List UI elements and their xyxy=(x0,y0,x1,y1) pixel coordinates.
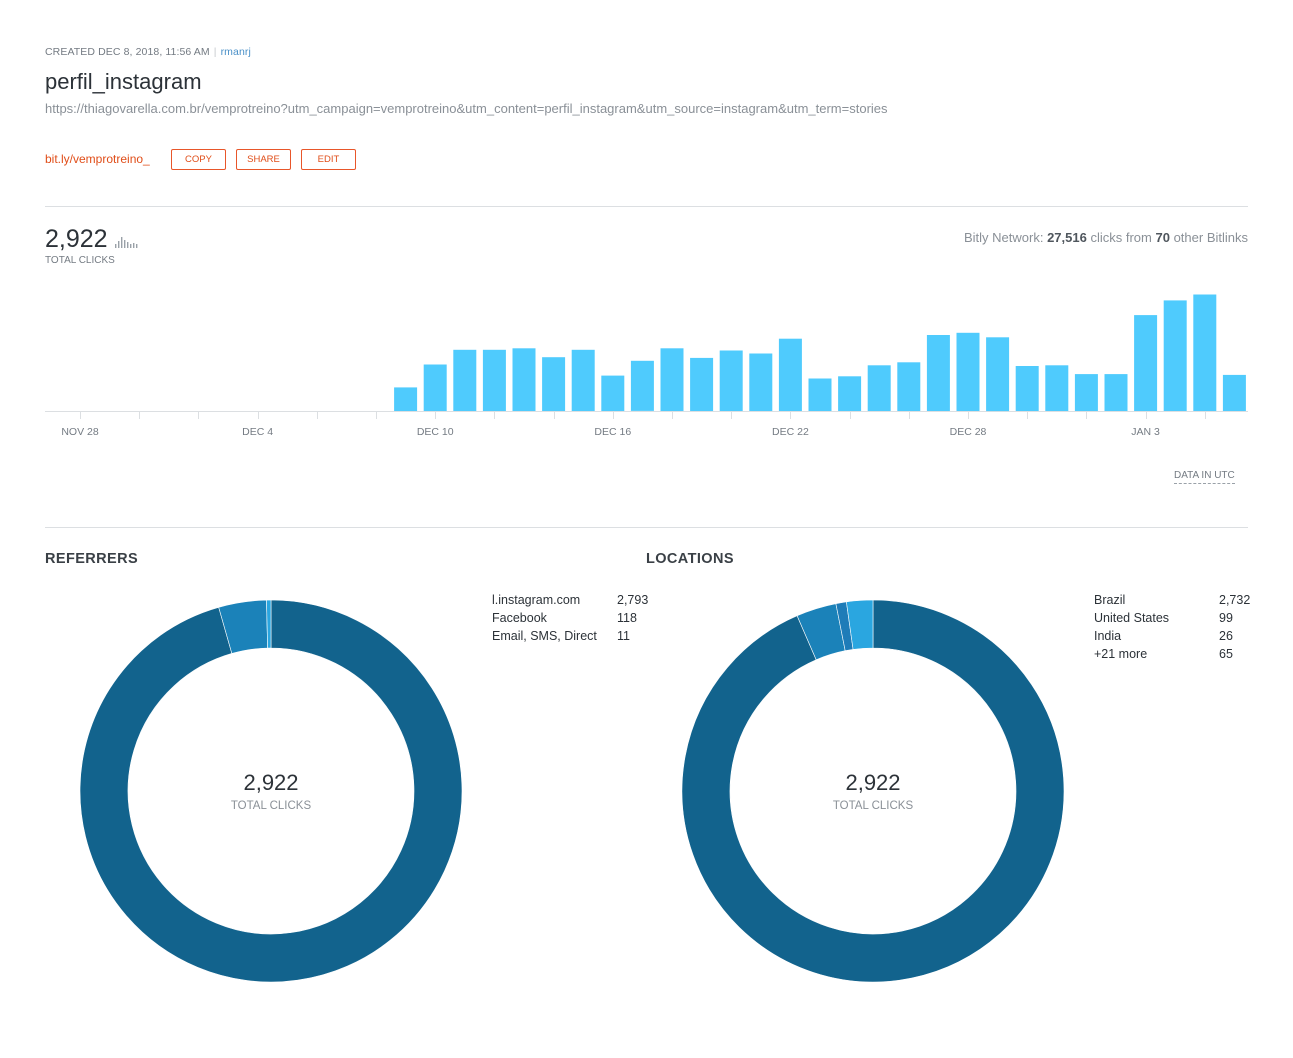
x-tick-label: DEC 4 xyxy=(242,426,273,438)
locations-legend: Brazil 2,732 United States 99 India 26 +21 mor… xyxy=(1094,591,1254,663)
daily-clicks-bar[interactable] xyxy=(571,349,595,411)
created-date: CREATED DEC 8, 2018, 11:56 AM xyxy=(45,46,210,58)
x-tick-label: DEC 16 xyxy=(594,426,631,438)
daily-clicks-bar[interactable] xyxy=(1163,300,1187,411)
x-tick-label: NOV 28 xyxy=(61,426,99,438)
legend-label: Email, SMS, Direct xyxy=(492,629,597,643)
legend-value: 99 xyxy=(1219,611,1233,625)
legend-label: Brazil xyxy=(1094,593,1126,607)
share-button[interactable]: SHARE xyxy=(236,149,291,170)
network-links: 70 xyxy=(1155,230,1170,245)
donut-slice[interactable] xyxy=(80,600,462,982)
daily-clicks-bar[interactable] xyxy=(512,348,536,411)
daily-clicks-bar[interactable] xyxy=(1074,374,1098,411)
referrers-legend: l.instagram.com 2,793 Facebook 118 Email, SM… xyxy=(492,591,662,645)
daily-clicks-bar[interactable] xyxy=(453,349,477,411)
referrers-title: REFERRERS xyxy=(45,551,139,567)
legend-row[interactable]: l.instagram.com 2,793 xyxy=(492,591,662,609)
x-tick-label: JAN 3 xyxy=(1131,426,1160,438)
creator-username[interactable]: rmanrj xyxy=(220,46,251,58)
daily-clicks-bar[interactable] xyxy=(926,335,950,411)
locations-title: LOCATIONS xyxy=(646,551,734,567)
referrers-total: 2,922 xyxy=(243,770,299,795)
daily-clicks-bar[interactable] xyxy=(542,357,566,411)
legend-label: l.instagram.com xyxy=(492,593,581,607)
legend-value: 65 xyxy=(1219,647,1233,661)
created-meta: CREATED DEC 8, 2018, 11:56 AM | rmanrj xyxy=(45,46,251,58)
daily-clicks-bar[interactable] xyxy=(867,365,891,411)
daily-clicks-bar[interactable] xyxy=(986,337,1010,412)
legend-row[interactable]: Brazil 2,732 xyxy=(1094,591,1254,609)
network-prefix: Bitly Network: xyxy=(963,230,1044,245)
daily-clicks-bar[interactable] xyxy=(1104,374,1128,411)
daily-clicks-bar[interactable] xyxy=(808,378,832,412)
donut-slice[interactable] xyxy=(266,600,272,649)
daily-clicks-bar[interactable] xyxy=(749,353,773,412)
x-tick-label: DEC 22 xyxy=(772,426,809,438)
total-clicks-label: TOTAL CLICKS xyxy=(45,255,115,266)
data-in-utc-toggle[interactable]: DATA IN UTC xyxy=(1174,470,1235,484)
network-mid: clicks from xyxy=(1090,230,1152,245)
daily-clicks-bar[interactable] xyxy=(778,338,802,411)
daily-clicks-bar[interactable] xyxy=(1134,315,1158,411)
daily-clicks-bar[interactable] xyxy=(660,348,684,411)
daily-clicks-bar[interactable] xyxy=(1193,294,1217,412)
daily-clicks-bar[interactable] xyxy=(482,349,506,411)
legend-row[interactable]: Facebook 118 xyxy=(492,609,662,627)
daily-clicks-bar[interactable] xyxy=(690,357,714,411)
network-clicks: 27,516 xyxy=(1047,230,1087,245)
referrers-donut[interactable] xyxy=(80,600,462,982)
daily-clicks-bar[interactable] xyxy=(601,375,625,411)
daily-clicks-bar[interactable] xyxy=(956,332,980,411)
legend-label: United States xyxy=(1094,611,1170,625)
network-suffix: other Bitlinks xyxy=(1173,230,1248,245)
long-url[interactable]: https://thiagovarella.com.br/vemprotrein… xyxy=(45,101,888,116)
clicks-bar-chart[interactable]: NOV 28 DEC 4 DEC 10 DEC 16 DEC 22 DEC 28 JAN 3 xyxy=(45,270,1248,445)
referrers-total-label: TOTAL CLICKS xyxy=(230,800,312,812)
legend-value: 11 xyxy=(617,629,630,643)
bitlink-title[interactable]: perfil_instagram xyxy=(45,69,202,94)
daily-clicks-bar[interactable] xyxy=(838,376,862,411)
legend-value: 118 xyxy=(617,611,637,625)
locations-total: 2,922 xyxy=(845,770,901,795)
chart-divider xyxy=(45,527,1248,528)
edit-button[interactable]: EDIT xyxy=(301,149,356,170)
legend-value: 26 xyxy=(1219,629,1233,643)
legend-row[interactable]: +21 more 65 xyxy=(1094,645,1254,663)
legend-label: India xyxy=(1094,629,1122,643)
total-clicks-number: 2,922 xyxy=(45,225,108,253)
daily-clicks-bar[interactable] xyxy=(394,387,418,411)
meta-separator: | xyxy=(213,46,217,58)
x-tick-label: DEC 10 xyxy=(417,426,454,438)
locations-total-label: TOTAL CLICKS xyxy=(832,800,914,812)
legend-value: 2,732 xyxy=(1219,593,1251,607)
daily-clicks-bar[interactable] xyxy=(1045,365,1069,411)
legend-row[interactable]: United States 99 xyxy=(1094,609,1254,627)
locations-donut[interactable] xyxy=(682,600,1064,982)
donut-slice[interactable] xyxy=(682,600,1064,982)
legend-row[interactable]: India 26 xyxy=(1094,627,1254,645)
legend-row[interactable]: Email, SMS, Direct 11 xyxy=(492,627,662,645)
daily-clicks-bar[interactable] xyxy=(423,364,447,412)
daily-clicks-bar[interactable] xyxy=(719,350,743,412)
bar-chart-icon xyxy=(115,237,138,248)
daily-clicks-bar[interactable] xyxy=(630,360,654,411)
daily-clicks-bar[interactable] xyxy=(897,362,921,411)
legend-value: 2,793 xyxy=(617,593,649,607)
referrers-donut-center: 2,922 TOTAL CLICKS xyxy=(181,770,361,812)
bitly-network-stats: Bitly Network: 27,516 clicks from 70 oth… xyxy=(964,230,1248,245)
daily-clicks-bar[interactable] xyxy=(1222,374,1246,411)
legend-label: Facebook xyxy=(492,611,547,625)
copy-button[interactable]: COPY xyxy=(171,149,226,170)
donut-slice[interactable] xyxy=(846,600,874,650)
daily-clicks-bar[interactable] xyxy=(1015,366,1039,411)
locations-donut-center: 2,922 TOTAL CLICKS xyxy=(783,770,963,812)
legend-label: +21 more xyxy=(1094,647,1148,661)
header-divider xyxy=(45,206,1248,207)
x-tick-label: DEC 28 xyxy=(950,426,987,438)
short-link[interactable]: bit.ly/vemprotreino_ xyxy=(45,152,150,166)
